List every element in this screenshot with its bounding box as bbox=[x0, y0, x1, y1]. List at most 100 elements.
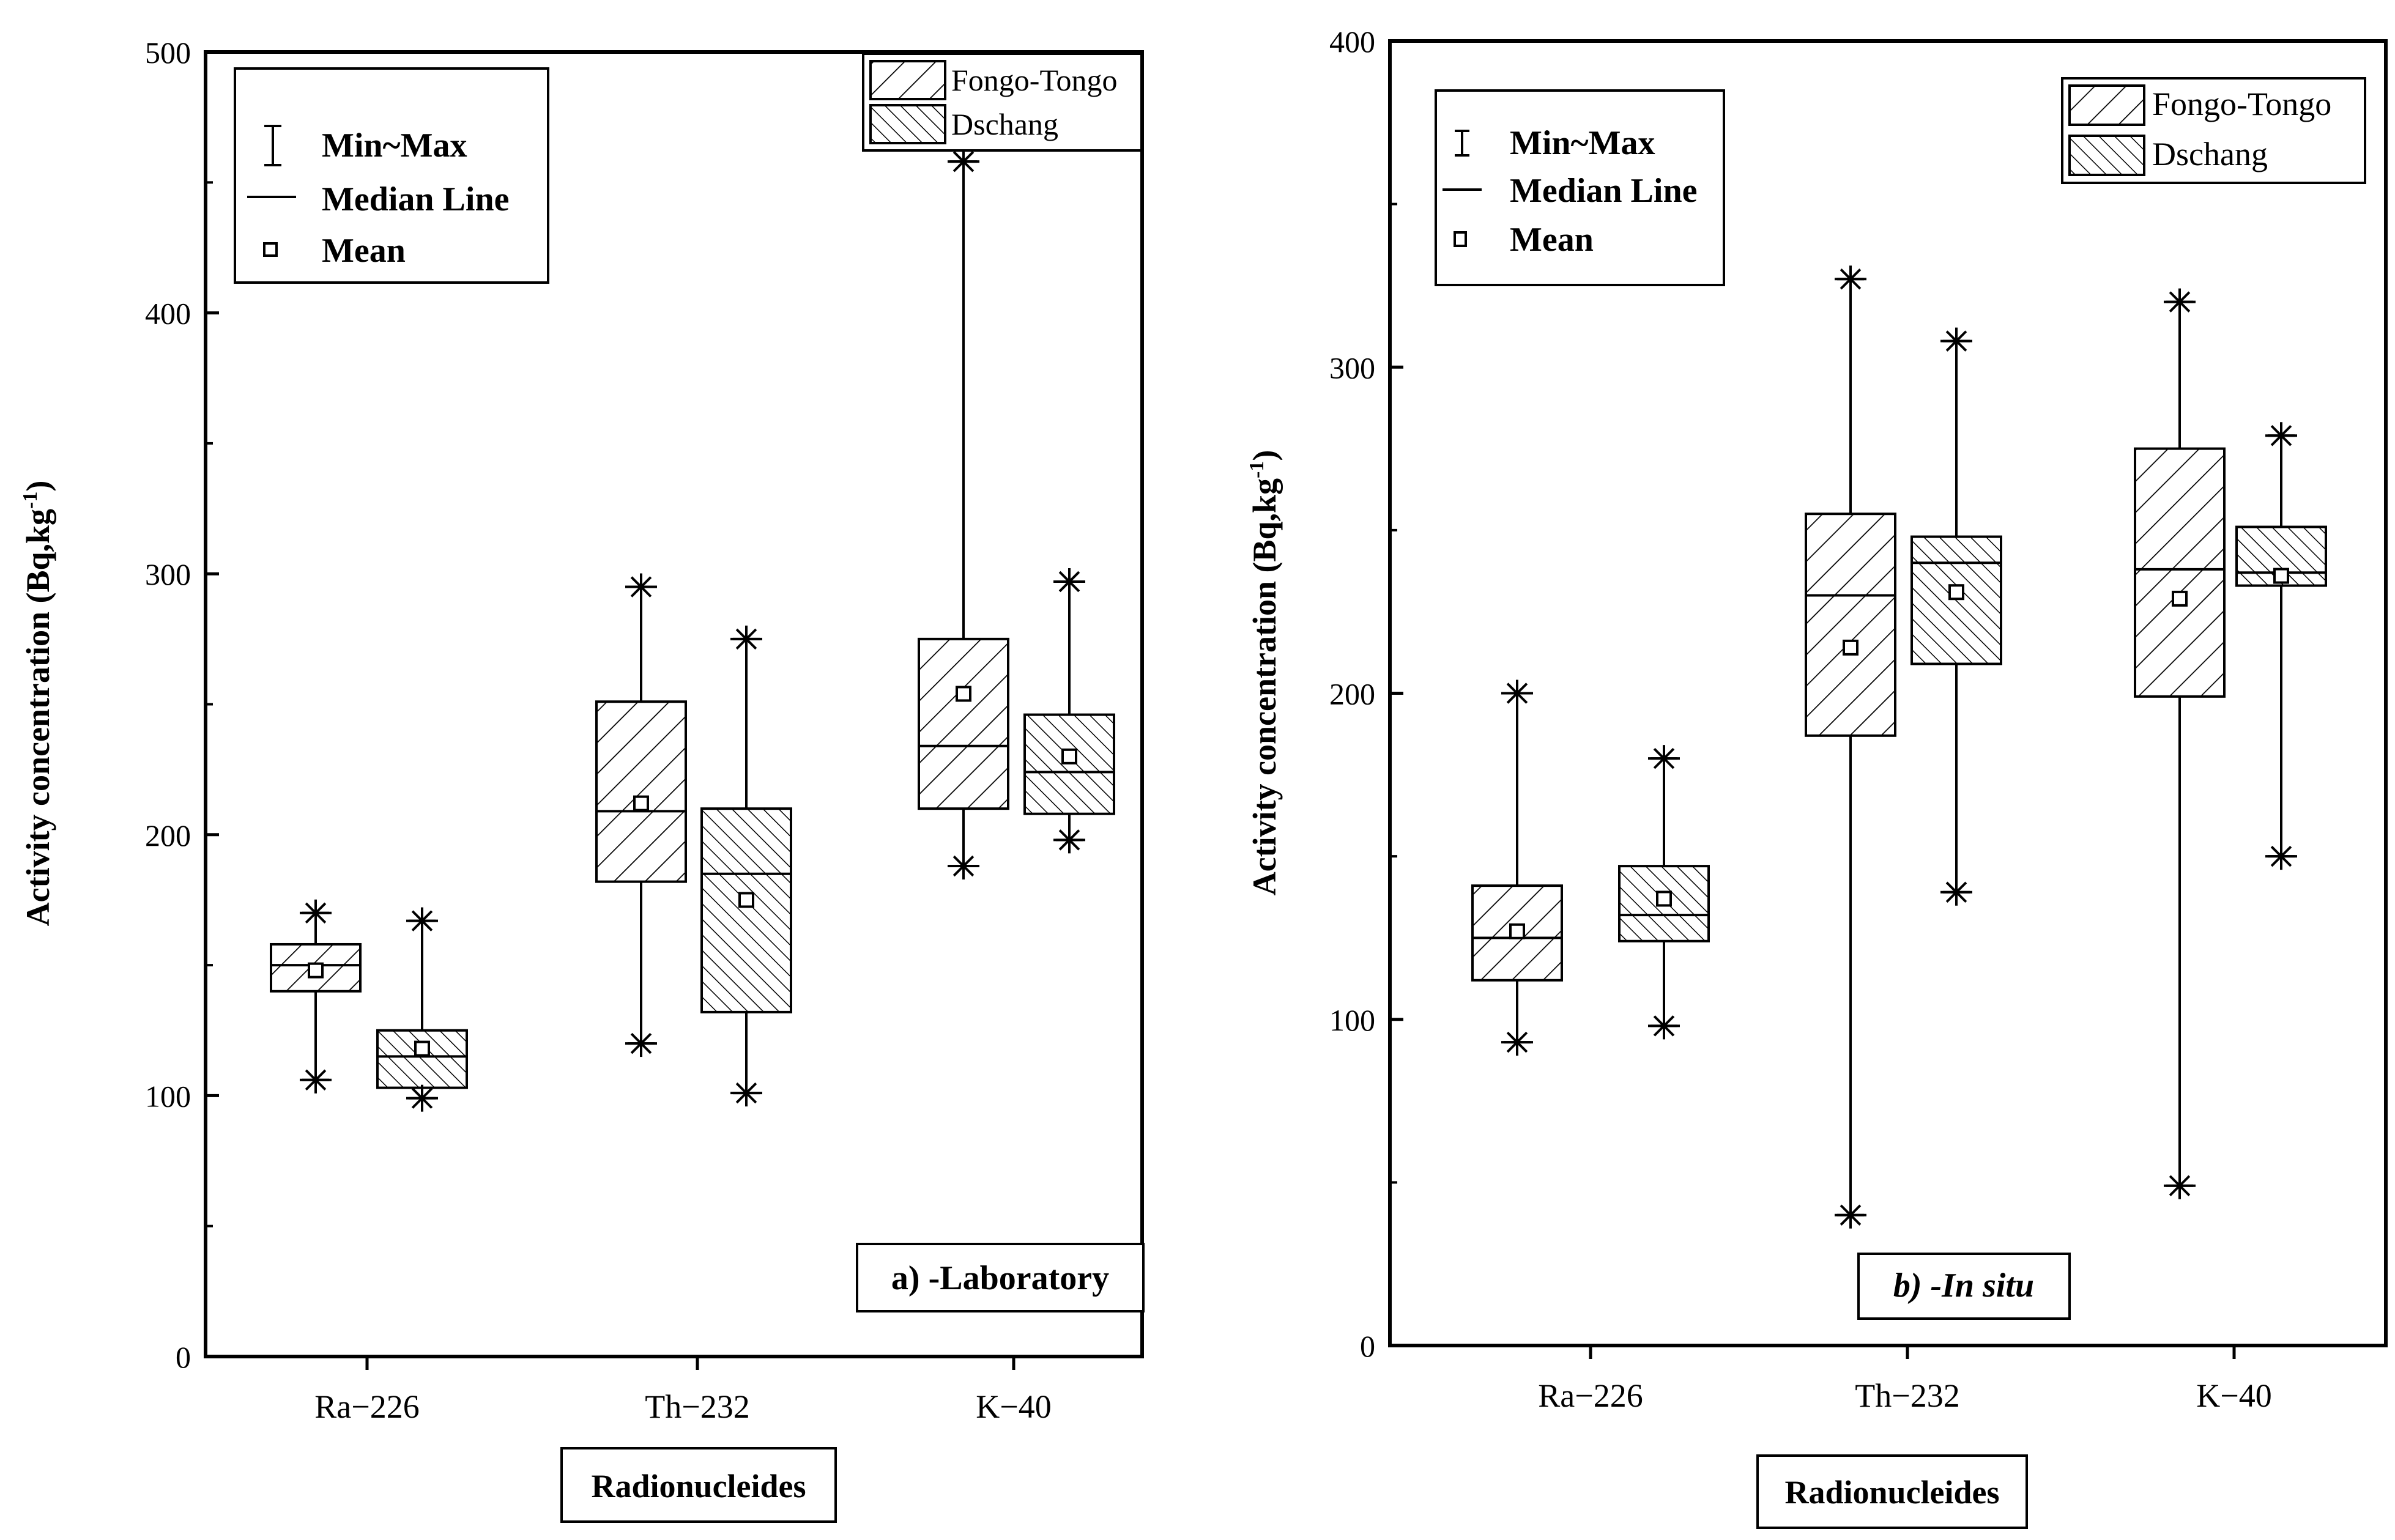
box-dschang-k-40 bbox=[2235, 422, 2327, 870]
box-dschang-k-40 bbox=[1023, 568, 1115, 854]
dschang-legend-swatch-b bbox=[2068, 135, 2145, 176]
max-marker bbox=[733, 625, 760, 653]
panel-a-caption: a) -Laboratory bbox=[891, 1259, 1109, 1297]
y-tick-label: 0 bbox=[176, 1340, 191, 1374]
x-tick-label: Ra−226 bbox=[314, 1388, 419, 1425]
mean-marker bbox=[308, 962, 324, 979]
mean-marker bbox=[1656, 890, 1672, 907]
panel-b-stats-legend bbox=[1435, 89, 1725, 286]
max-marker bbox=[1056, 568, 1083, 595]
box-fongo-tongo-ra-226 bbox=[270, 899, 362, 1094]
box-fongo-tongo-ra-226 bbox=[1471, 679, 1563, 1056]
mean-marker bbox=[1061, 748, 1077, 764]
min-marker bbox=[1837, 1201, 1864, 1229]
min-marker bbox=[302, 1066, 329, 1094]
panel-a-stats-legend bbox=[234, 67, 549, 284]
y-tick-label: 100 bbox=[1329, 1003, 1375, 1037]
box-fongo-tongo-th-232 bbox=[595, 573, 687, 1057]
panel-b-y-axis: 0 100 200 300 400 bbox=[1329, 24, 1403, 1363]
panel-b-caption-box bbox=[1857, 1253, 2071, 1320]
box-dschang-ra-226 bbox=[376, 907, 468, 1112]
min-marker bbox=[409, 1084, 436, 1112]
median-legend-label: Median Line bbox=[322, 180, 509, 218]
y-tick-label: 300 bbox=[145, 557, 191, 591]
iqr-box bbox=[2134, 447, 2226, 698]
min-marker bbox=[1504, 1029, 1531, 1056]
dschang-legend-swatch bbox=[869, 104, 946, 144]
box-dschang-ra-226 bbox=[1618, 745, 1710, 1040]
box-dschang-th-232 bbox=[1910, 327, 2002, 906]
min-marker bbox=[1943, 878, 1970, 906]
minmax-legend-label: Min~Max bbox=[322, 127, 467, 165]
minmax-legend-label-b: Min~Max bbox=[1510, 124, 1655, 162]
mean-marker bbox=[633, 795, 649, 812]
mean-marker bbox=[1843, 639, 1858, 656]
box-dschang-th-232 bbox=[700, 625, 792, 1107]
mean-legend-label: Mean bbox=[322, 232, 406, 270]
max-marker bbox=[1651, 745, 1677, 772]
y-tick-label: 0 bbox=[1360, 1329, 1375, 1363]
panel-a-caption-box bbox=[856, 1243, 1145, 1312]
panel-b-x-axis-label: Radionucleides bbox=[1784, 1474, 1999, 1511]
y-tick-label: 400 bbox=[145, 297, 191, 331]
x-tick-label: Ra−226 bbox=[1538, 1377, 1643, 1414]
max-marker bbox=[2268, 422, 2295, 450]
iqr-box bbox=[700, 807, 792, 1013]
minmax-legend-symbol bbox=[264, 125, 281, 166]
mean-marker bbox=[414, 1040, 430, 1057]
min-marker bbox=[628, 1030, 655, 1057]
y-tick-label: 400 bbox=[1329, 24, 1375, 59]
min-marker bbox=[1056, 826, 1083, 854]
iqr-box bbox=[595, 700, 687, 883]
min-marker bbox=[733, 1079, 760, 1107]
x-tick-label: K−40 bbox=[976, 1388, 1051, 1425]
panel-a-x-axis-label: Radionucleides bbox=[591, 1468, 806, 1505]
mean-legend-symbol bbox=[263, 242, 278, 257]
max-marker bbox=[2166, 288, 2193, 316]
mean-marker bbox=[2172, 590, 2188, 607]
panel-a-boxes bbox=[270, 148, 1115, 1112]
iqr-box bbox=[2235, 525, 2327, 587]
max-marker bbox=[1504, 679, 1531, 707]
min-marker bbox=[950, 852, 977, 879]
iqr-box bbox=[376, 1029, 468, 1089]
max-marker bbox=[950, 148, 977, 176]
y-tick-label: 200 bbox=[145, 818, 191, 853]
median-legend-label-b: Median Line bbox=[1510, 172, 1697, 210]
panel-a-y-axis: 0 100 200 300 400 500 bbox=[145, 35, 219, 1374]
min-marker bbox=[2268, 843, 2295, 870]
max-marker bbox=[1837, 265, 1864, 293]
iqr-box bbox=[1471, 884, 1563, 982]
mean-legend-label-b: Mean bbox=[1510, 221, 1594, 259]
max-marker bbox=[628, 573, 655, 601]
max-marker bbox=[409, 907, 436, 935]
mean-marker bbox=[2273, 568, 2289, 584]
fongo-tongo-legend-label-b: Fongo-Tongo bbox=[2152, 86, 2331, 122]
dschang-legend-label: Dschang bbox=[951, 107, 1058, 141]
box-fongo-tongo-k-40 bbox=[2134, 288, 2226, 1199]
box-fongo-tongo-k-40 bbox=[918, 148, 1009, 879]
y-tick-label: 100 bbox=[145, 1079, 191, 1113]
max-marker bbox=[302, 899, 329, 927]
panel-b-boxes bbox=[1471, 265, 2327, 1229]
panel-b-y-axis-label: Activity concentration (Bq,kg-1) bbox=[1246, 450, 1283, 896]
dschang-legend-label-b: Dschang bbox=[2152, 136, 2268, 172]
panel-b-x-axis: Ra−226 Th−232 K−40 bbox=[1538, 1346, 2272, 1414]
iqr-box bbox=[918, 637, 1009, 810]
panel-a-y-axis-label: Activity concentration (Bq,kg-1) bbox=[19, 481, 56, 927]
minmax-legend-symbol-b bbox=[1455, 130, 1469, 157]
panel-a-x-axis: Ra−226 Th−232 K−40 bbox=[314, 1357, 1052, 1425]
fongo-tongo-legend-swatch bbox=[869, 60, 946, 100]
panel-a: 0 100 200 300 400 500 Ra−226 Th−232 K−40 Activi… bbox=[19, 35, 1145, 1523]
y-tick-label: 500 bbox=[145, 35, 191, 70]
panel-a-x-axis-label-box bbox=[560, 1447, 837, 1523]
panel-b-x-axis-label-box bbox=[1756, 1454, 2028, 1529]
x-tick-label: Th−232 bbox=[1855, 1377, 1959, 1414]
y-tick-label: 300 bbox=[1329, 350, 1375, 385]
box-fongo-tongo-th-232 bbox=[1805, 265, 1896, 1229]
iqr-box bbox=[1910, 535, 2002, 665]
mean-legend-symbol-b bbox=[1454, 231, 1467, 247]
mean-marker bbox=[1509, 923, 1525, 939]
fongo-tongo-legend-label: Fongo-Tongo bbox=[951, 63, 1118, 97]
